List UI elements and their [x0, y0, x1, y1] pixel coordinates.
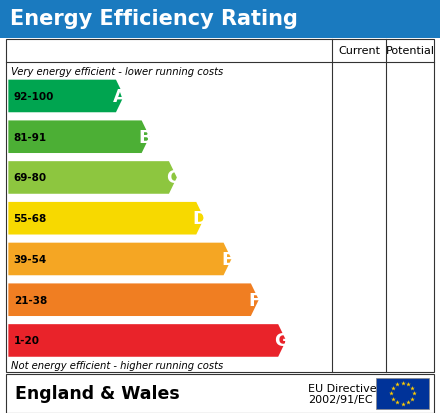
Bar [6, 374, 434, 413]
Text: G: G [274, 332, 289, 350]
Polygon shape [8, 284, 259, 316]
Polygon shape [8, 121, 150, 154]
Text: 39-54: 39-54 [14, 254, 47, 264]
Polygon shape [8, 324, 286, 357]
Text: B: B [138, 128, 152, 146]
Text: C: C [166, 169, 179, 187]
Polygon shape [8, 243, 231, 275]
Text: 69-80: 69-80 [14, 173, 47, 183]
Text: Not energy efficient - higher running costs: Not energy efficient - higher running co… [11, 360, 223, 370]
Text: A: A [113, 88, 126, 106]
Text: Potential: Potential [386, 46, 435, 56]
Bar [0, 0, 440, 38]
Text: 92-100: 92-100 [14, 92, 54, 102]
Text: Very energy efficient - lower running costs: Very energy efficient - lower running co… [11, 67, 223, 77]
Text: E: E [221, 250, 233, 268]
Polygon shape [8, 162, 177, 194]
Text: England & Wales: England & Wales [15, 385, 180, 402]
Text: EU Directive
2002/91/EC: EU Directive 2002/91/EC [308, 382, 377, 404]
Text: F: F [248, 291, 260, 309]
Text: 81-91: 81-91 [14, 133, 47, 142]
Text: 21-38: 21-38 [14, 295, 47, 305]
Text: Current: Current [338, 46, 380, 56]
Bar [376, 378, 429, 409]
Text: Energy Efficiency Rating: Energy Efficiency Rating [10, 9, 297, 29]
Polygon shape [8, 202, 204, 235]
Text: 1-20: 1-20 [14, 336, 40, 346]
Bar [6, 40, 434, 372]
Polygon shape [8, 81, 124, 113]
Text: 55-68: 55-68 [14, 214, 47, 224]
Text: D: D [192, 210, 207, 228]
